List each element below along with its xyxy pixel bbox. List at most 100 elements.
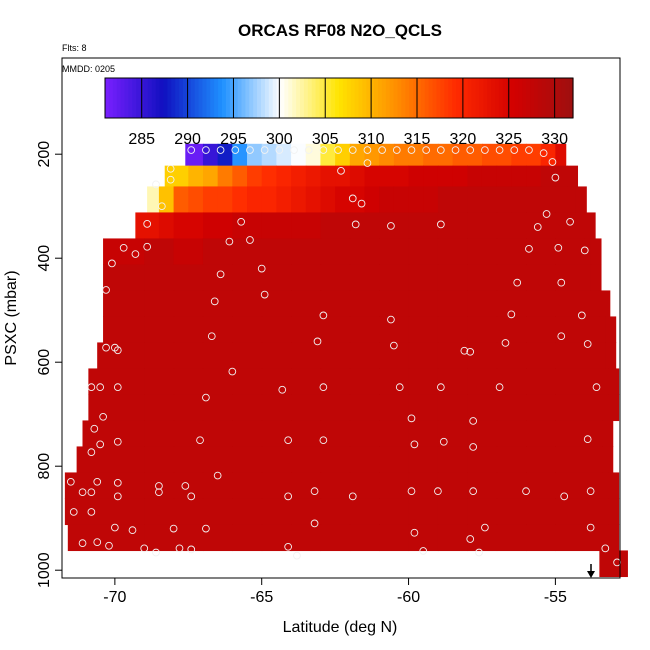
colorbar-swatch <box>405 78 410 118</box>
heatmap-cell <box>526 143 542 167</box>
heatmap-cell <box>408 498 439 526</box>
data-point <box>169 524 178 533</box>
heatmap-cell <box>437 290 468 318</box>
heatmap-cell <box>555 165 568 188</box>
heatmap-cell <box>379 498 410 526</box>
colorbar-tick-label: 315 <box>404 131 431 148</box>
heatmap-cell <box>408 446 439 474</box>
heatmap-cell <box>555 472 609 500</box>
heatmap-cell <box>202 238 233 266</box>
data-point <box>387 315 395 324</box>
heatmap-cell <box>423 186 439 214</box>
heatmap-cell <box>452 186 468 214</box>
data-point <box>225 237 234 246</box>
heatmap-cell <box>349 368 380 396</box>
colorbar-swatch <box>518 78 523 118</box>
heatmap-cell <box>103 264 145 292</box>
heatmap-cell <box>526 316 556 344</box>
heatmap-cell <box>261 316 292 344</box>
heatmap-cell <box>555 264 592 292</box>
data-point <box>583 340 592 348</box>
colorbar-swatch <box>420 78 426 118</box>
heatmap-cell <box>173 394 204 422</box>
heatmap-cell <box>467 498 498 526</box>
heatmap-cell <box>173 368 204 396</box>
heatmap-cell <box>408 394 439 422</box>
heatmap-cell <box>379 446 410 474</box>
colorbar-swatch <box>346 78 352 118</box>
heatmap-cell <box>349 342 380 370</box>
heatmap-cell <box>555 238 592 266</box>
data-point <box>96 440 105 449</box>
colorbar-swatch <box>311 78 317 118</box>
heatmap-cell <box>349 524 380 552</box>
colorbar-swatch <box>432 78 438 118</box>
colorbar-swatch <box>214 78 219 118</box>
colorbar-swatch <box>175 78 180 118</box>
colorbar-swatch <box>448 78 453 118</box>
data-point <box>395 383 404 392</box>
data-point <box>155 482 163 490</box>
heatmap-cell <box>232 290 263 318</box>
colorbar-swatch <box>436 78 441 118</box>
heatmap-cell <box>276 186 292 214</box>
data-point <box>495 146 504 154</box>
heatmap-cell <box>173 316 204 344</box>
heatmap-cell <box>261 394 292 422</box>
colorbar-swatch <box>206 78 211 118</box>
colorbar-swatch <box>303 78 309 118</box>
colorbar-swatch <box>186 78 192 118</box>
heatmap-cell <box>467 316 498 344</box>
heatmap-cell <box>437 524 468 552</box>
data-points <box>66 146 621 567</box>
colorbar-tick-label: 300 <box>266 131 293 148</box>
data-point <box>334 146 342 154</box>
heatmap-cell <box>88 394 145 422</box>
heatmap-cell <box>291 394 322 422</box>
heatmap-cell <box>467 394 498 422</box>
colorbar-swatch <box>120 78 126 118</box>
heatmap-cell <box>232 165 248 188</box>
heatmap-cell <box>555 394 609 422</box>
data-point <box>319 436 328 445</box>
colorbar-swatch <box>374 78 379 118</box>
heatmap-cell <box>320 394 351 422</box>
data-point <box>390 341 398 350</box>
colorbar-swatch <box>261 78 266 118</box>
heatmap-cell <box>202 316 233 344</box>
heatmap-cell <box>379 420 410 448</box>
heatmap-cell <box>467 143 483 167</box>
heatmap-cell <box>320 290 351 318</box>
colorbar-swatch <box>428 78 434 118</box>
heatmap-cell <box>496 316 527 344</box>
data-point <box>580 246 589 255</box>
data-point <box>539 149 548 158</box>
data-point <box>143 242 152 251</box>
heatmap-cell <box>232 446 263 474</box>
heatmap-cell <box>379 264 410 292</box>
colorbar-swatch <box>498 78 504 118</box>
colorbar-swatch <box>140 78 145 118</box>
data-point <box>319 383 328 392</box>
heatmap-cell <box>349 316 380 344</box>
colorbar-swatch <box>241 78 246 118</box>
colorbar-swatch <box>190 78 196 118</box>
colorbar-swatch <box>171 78 176 118</box>
colorbar-swatch <box>467 78 473 118</box>
heatmap-cell <box>496 524 527 552</box>
heatmap-cell <box>496 472 527 500</box>
colorbar-swatch <box>147 78 153 118</box>
data-point <box>548 158 557 166</box>
heatmap-cell <box>147 186 160 214</box>
colorbar-swatch <box>545 78 551 118</box>
heatmap-cell <box>605 316 617 344</box>
end-marker <box>587 564 595 578</box>
heatmap-cell <box>261 342 292 370</box>
heatmap-cell <box>555 420 603 448</box>
data-point <box>87 383 96 392</box>
heatmap-cell <box>599 290 611 318</box>
colorbar-swatch <box>128 78 133 118</box>
data-point <box>93 477 102 486</box>
heatmap-cell <box>144 342 175 370</box>
heatmap-cell <box>291 238 322 266</box>
